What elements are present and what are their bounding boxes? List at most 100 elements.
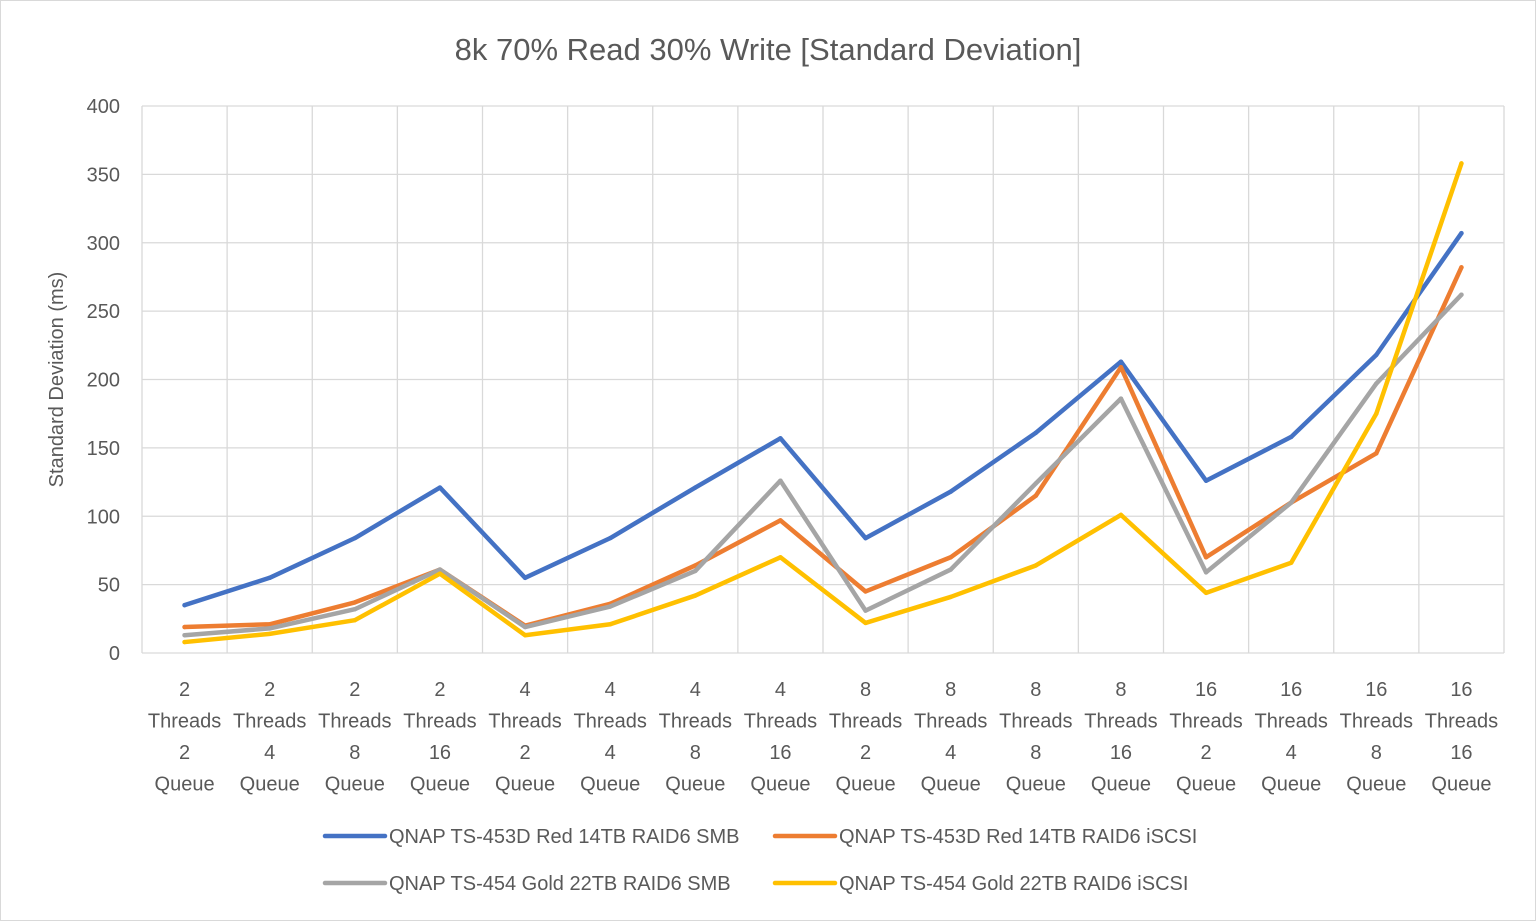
- data-point: [778, 478, 783, 483]
- series-4: [182, 161, 1464, 645]
- data-point: [607, 604, 613, 609]
- data-point: [182, 633, 187, 638]
- data-point: [693, 485, 698, 490]
- series-lines: [182, 161, 1464, 645]
- x-tick-label: 4 Threads 8 Queue: [659, 679, 732, 796]
- x-tick-label: 2 Threads 4 Queue: [233, 679, 306, 796]
- legend-item: QNAP TS-454 Gold 22TB RAID6 SMB: [322, 873, 731, 895]
- data-point: [607, 535, 613, 541]
- x-tick-label: 2 Threads 2 Queue: [148, 679, 221, 796]
- data-point: [437, 567, 443, 572]
- data-point: [182, 624, 187, 630]
- data-point: [1288, 434, 1294, 440]
- data-point: [948, 594, 953, 600]
- y-tick-label: 300: [87, 233, 120, 255]
- x-tick-label: 2 Threads 16 Queue: [403, 679, 476, 796]
- legend-label: QNAP TS-453D Red 14TB RAID6 SMB: [389, 826, 740, 848]
- data-point: [352, 607, 358, 612]
- data-point: [1203, 590, 1209, 596]
- y-axis-ticks: 0 50 100 150 200 250 300 350 400: [87, 96, 120, 665]
- data-point: [1033, 493, 1039, 498]
- y-tick-label: 150: [87, 438, 120, 460]
- data-point: [1118, 359, 1124, 364]
- y-tick-label: 100: [87, 506, 120, 528]
- data-point: [1459, 292, 1464, 297]
- series-line: [182, 161, 1464, 645]
- legend-item: QNAP TS-453D Red 14TB RAID6 iSCSI: [772, 826, 1197, 848]
- data-point: [863, 535, 868, 541]
- x-tick-label: 4 Threads 2 Queue: [488, 679, 561, 796]
- data-point: [863, 620, 868, 626]
- data-point: [1459, 265, 1464, 270]
- series-line: [182, 265, 1464, 630]
- series-1: [182, 230, 1464, 608]
- y-axis-label: Standard Deviation (ms): [46, 272, 68, 488]
- data-point: [352, 600, 358, 605]
- legend-item: QNAP TS-454 Gold 22TB RAID6 iSCSI: [772, 873, 1188, 895]
- x-tick-label: 4 Threads 4 Queue: [574, 679, 647, 796]
- legend: QNAP TS-453D Red 14TB RAID6 SMB QNAP TS-4…: [322, 826, 1197, 895]
- x-tick-label: 16 Threads 4 Queue: [1255, 679, 1328, 796]
- data-point: [693, 593, 698, 598]
- data-point: [863, 608, 868, 613]
- data-point: [522, 633, 528, 638]
- data-point: [778, 555, 783, 560]
- x-tick-label: 8 Threads 4 Queue: [914, 679, 987, 796]
- data-point: [1374, 352, 1379, 358]
- y-tick-label: 50: [98, 575, 120, 597]
- data-point: [607, 622, 613, 627]
- x-tick-label: 8 Threads 16 Queue: [1084, 679, 1157, 796]
- data-point: [1118, 512, 1124, 518]
- chart-title: 8k 70% Read 30% Write [Standard Deviatio…: [455, 32, 1082, 67]
- data-point: [1459, 161, 1464, 166]
- y-tick-label: 200: [87, 370, 120, 392]
- data-point: [778, 518, 783, 523]
- data-point: [182, 639, 187, 645]
- data-point: [267, 575, 272, 580]
- data-point: [1374, 451, 1379, 456]
- x-tick-label: 4 Threads 16 Queue: [744, 679, 817, 796]
- data-point: [1033, 481, 1039, 486]
- x-tick-label: 8 Threads 2 Queue: [829, 679, 902, 796]
- x-tick-label: 2 Threads 8 Queue: [318, 679, 391, 796]
- x-tick-label: 8 Threads 8 Queue: [999, 679, 1072, 796]
- data-point: [1459, 230, 1464, 236]
- data-point: [1374, 381, 1379, 386]
- series-3: [182, 292, 1464, 638]
- data-point: [1118, 364, 1124, 370]
- data-point: [1374, 411, 1379, 416]
- data-point: [1033, 563, 1039, 568]
- y-tick-label: 250: [87, 301, 120, 323]
- data-point: [778, 436, 783, 441]
- data-point: [352, 535, 358, 541]
- data-point: [267, 622, 272, 627]
- y-tick-label: 350: [87, 164, 120, 186]
- data-point: [1203, 478, 1209, 483]
- data-point: [522, 575, 528, 580]
- data-point: [1118, 396, 1124, 401]
- legend-label: QNAP TS-454 Gold 22TB RAID6 iSCSI: [839, 873, 1188, 895]
- data-point: [1288, 560, 1294, 565]
- series-line: [182, 230, 1464, 608]
- gridlines: [141, 105, 1505, 654]
- data-point: [1203, 555, 1209, 560]
- data-point: [352, 617, 358, 623]
- data-point: [437, 571, 443, 576]
- data-point: [1033, 430, 1039, 436]
- data-point: [182, 602, 187, 608]
- data-point: [948, 489, 953, 494]
- legend-label: QNAP TS-453D Red 14TB RAID6 iSCSI: [839, 826, 1197, 848]
- data-point: [267, 626, 272, 631]
- data-point: [948, 567, 953, 572]
- data-point: [437, 485, 443, 490]
- y-tick-label: 0: [109, 643, 120, 665]
- data-point: [1203, 570, 1209, 575]
- x-tick-label: 16 Threads 8 Queue: [1340, 679, 1413, 796]
- legend-item: QNAP TS-453D Red 14TB RAID6 SMB: [322, 826, 740, 848]
- data-point: [267, 631, 272, 637]
- series-line: [182, 292, 1464, 638]
- legend-label: QNAP TS-454 Gold 22TB RAID6 SMB: [389, 873, 731, 895]
